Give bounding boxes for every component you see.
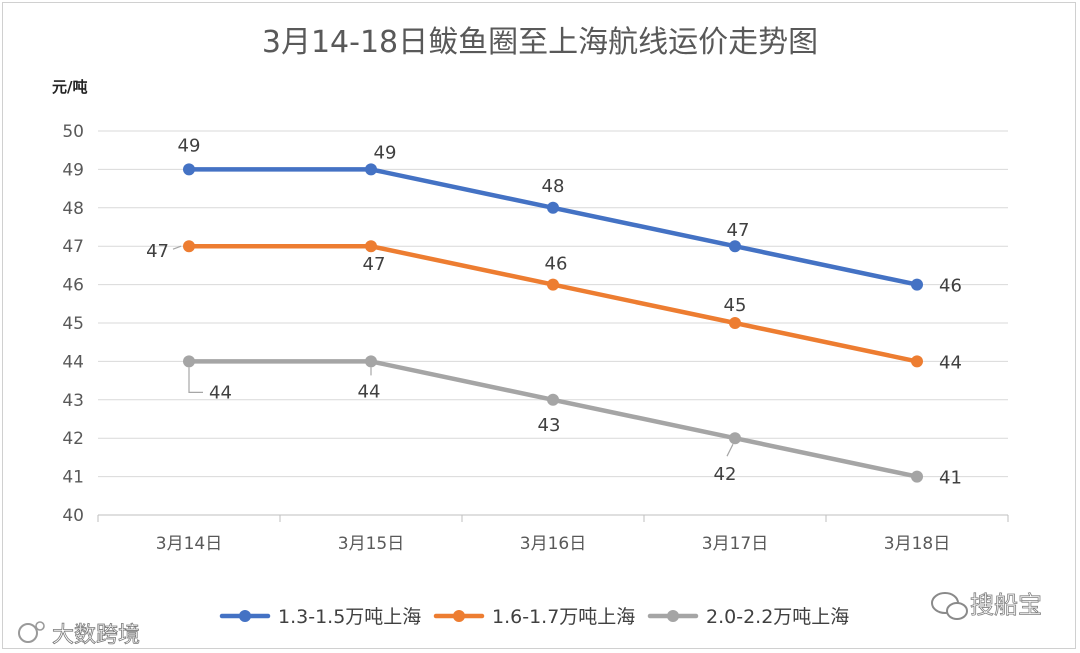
x-tick-label: 3月14日 bbox=[156, 534, 222, 554]
y-axis-ticks: 40 41 42 43 44 45 46 47 48 49 50 bbox=[62, 122, 84, 526]
weibo-logo-icon bbox=[18, 621, 45, 643]
x-tick-label: 3月17日 bbox=[702, 534, 768, 554]
data-point bbox=[183, 355, 195, 368]
legend-label: 2.0-2.2万吨上海 bbox=[706, 606, 849, 628]
data-point bbox=[729, 317, 741, 329]
y-tick-label: 46 bbox=[62, 276, 84, 296]
watermark-left: 大数跨境 bbox=[18, 621, 140, 648]
data-point bbox=[365, 355, 377, 368]
data-labels: 49 49 48 47 46 47 47 46 45 44 44 44 43 42 41 bbox=[146, 135, 962, 488]
chart-title: 3月14-18日鲅鱼圈至上海航线运价走势图 bbox=[262, 25, 818, 60]
watermark-right: 搜船宝 bbox=[931, 591, 1042, 620]
watermark-right-text: 搜船宝 bbox=[970, 591, 1042, 619]
y-tick-label: 48 bbox=[62, 199, 84, 219]
data-point bbox=[547, 201, 559, 214]
x-tick-label: 3月16日 bbox=[520, 534, 586, 554]
x-axis: 3月14日 3月15日 3月16日 3月17日 3月18日 bbox=[97, 514, 1009, 554]
y-axis-unit-label: 元/吨 bbox=[52, 78, 87, 96]
data-label: 48 bbox=[542, 176, 565, 197]
y-tick-label: 47 bbox=[62, 237, 84, 257]
data-point bbox=[729, 432, 741, 445]
y-tick-label: 42 bbox=[62, 429, 84, 449]
data-point bbox=[183, 163, 195, 176]
data-label: 46 bbox=[939, 276, 962, 297]
data-label: 41 bbox=[939, 468, 962, 489]
x-tick-label: 3月18日 bbox=[884, 534, 950, 554]
legend-swatch-marker bbox=[667, 610, 679, 622]
data-point bbox=[183, 240, 195, 253]
data-label: 44 bbox=[209, 382, 232, 403]
data-point bbox=[365, 163, 377, 176]
y-tick-label: 43 bbox=[62, 391, 84, 411]
series-layer bbox=[183, 163, 923, 483]
data-label: 44 bbox=[358, 381, 381, 402]
data-point bbox=[365, 240, 377, 253]
watermark-left-text: 大数跨境 bbox=[52, 623, 140, 648]
legend-label: 1.6-1.7万吨上海 bbox=[492, 606, 635, 628]
legend-swatch-marker bbox=[453, 610, 465, 622]
data-point bbox=[911, 355, 923, 368]
wechat-logo-icon bbox=[931, 592, 968, 620]
data-label: 47 bbox=[363, 254, 386, 275]
data-label: 47 bbox=[727, 220, 750, 241]
data-label: 47 bbox=[146, 241, 169, 262]
x-tick-label: 3月15日 bbox=[338, 534, 404, 554]
data-label: 43 bbox=[538, 415, 561, 436]
data-point bbox=[729, 240, 741, 253]
leader-line bbox=[726, 443, 734, 457]
data-label: 42 bbox=[714, 464, 737, 485]
y-tick-label: 45 bbox=[62, 314, 84, 334]
legend: 1.3-1.5万吨上海 1.6-1.7万吨上海 2.0-2.2万吨上海 bbox=[219, 606, 849, 628]
y-tick-label: 49 bbox=[62, 160, 84, 180]
data-point bbox=[911, 278, 923, 291]
data-point bbox=[547, 393, 559, 406]
y-tick-label: 40 bbox=[62, 506, 84, 526]
data-label: 46 bbox=[545, 254, 568, 275]
data-label: 45 bbox=[724, 295, 747, 316]
leader-line bbox=[188, 367, 203, 393]
data-label: 49 bbox=[178, 135, 201, 156]
legend-swatch-marker bbox=[239, 610, 251, 622]
data-point bbox=[547, 278, 559, 291]
y-tick-label: 50 bbox=[62, 122, 84, 142]
y-tick-label: 44 bbox=[62, 352, 84, 372]
legend-label: 1.3-1.5万吨上海 bbox=[278, 606, 421, 628]
data-label: 49 bbox=[374, 142, 397, 163]
data-label: 44 bbox=[939, 352, 962, 373]
leader-line bbox=[172, 245, 182, 250]
data-point bbox=[911, 470, 923, 483]
y-tick-label: 41 bbox=[62, 468, 84, 488]
